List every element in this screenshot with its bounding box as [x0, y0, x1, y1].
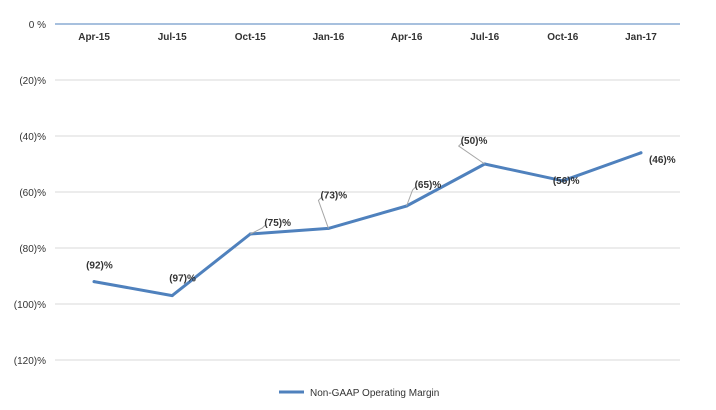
y-tick-label: (120)%: [14, 356, 46, 367]
label-leader: [250, 223, 267, 235]
x-tick-label: Jul-16: [470, 32, 499, 43]
y-axis-ticks: 0 % (20)% (40)% (60)% (80)% (100)% (120)%: [14, 20, 46, 367]
label-leader: [317, 196, 329, 229]
x-tick-label: Apr-16: [391, 32, 423, 43]
data-label: (75)%: [264, 218, 291, 229]
y-tick-label: (20)%: [19, 76, 46, 87]
y-tick-label: (40)%: [19, 132, 46, 143]
data-point: [639, 151, 643, 155]
legend: Non-GAAP Operating Margin: [279, 388, 439, 399]
legend-label: Non-GAAP Operating Margin: [310, 388, 439, 399]
x-tick-label: Oct-15: [235, 32, 267, 43]
data-point: [561, 179, 565, 183]
label-leader: [406, 185, 417, 207]
x-tick-label: Jan-17: [625, 32, 657, 43]
data-label: (50)%: [461, 136, 488, 147]
x-tick-label: Oct-16: [547, 32, 579, 43]
gridlines: [55, 79, 680, 361]
label-leader: [457, 141, 485, 165]
data-label: (56)%: [553, 176, 580, 187]
data-point: [170, 294, 174, 298]
y-tick-label: (80)%: [19, 244, 46, 255]
label-leaders: [250, 141, 485, 235]
data-label: (73)%: [320, 190, 347, 201]
y-tick-label: (60)%: [19, 188, 46, 199]
data-point: [92, 280, 96, 284]
y-tick-label: 0 %: [29, 20, 46, 31]
data-label: (97)%: [169, 274, 196, 285]
x-tick-label: Apr-15: [78, 32, 110, 43]
x-tick-label: Jul-15: [158, 32, 187, 43]
series-line: [92, 151, 643, 298]
data-label: (65)%: [415, 180, 442, 191]
x-axis: Apr-15 Jul-15 Oct-15 Jan-16 Apr-16 Jul-16 Oct-…: [55, 23, 680, 43]
data-labels: (92)% (97)% (75)% (73)% (65)% (50)% (56)% (46)%: [86, 136, 676, 285]
data-label: (46)%: [649, 155, 676, 166]
x-tick-label: Jan-16: [313, 32, 345, 43]
data-label: (92)%: [86, 261, 113, 272]
y-tick-label: (100)%: [14, 300, 46, 311]
